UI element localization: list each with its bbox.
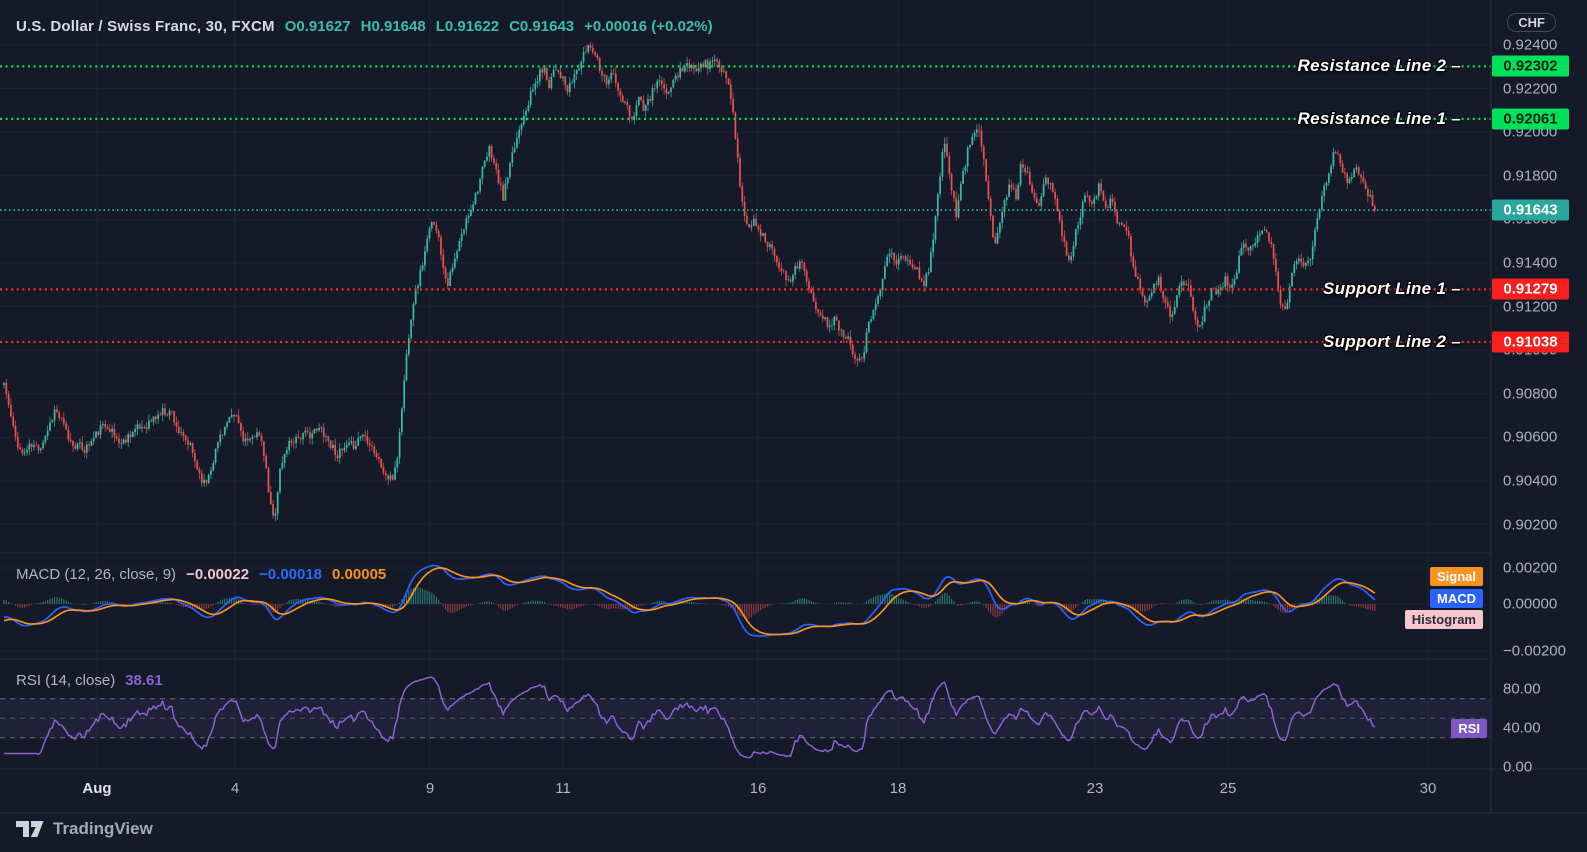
price-axis-label: 0.91800 [1503,167,1558,185]
rsi-value: 38.61 [125,672,163,689]
price-axis-label: 0.91400 [1503,254,1558,272]
macd-line [3,564,1376,637]
time-axis-label: 4 [230,780,240,797]
time-axis-label: 11 [555,780,571,797]
macd-line-value: −0.00018 [259,566,323,583]
time-axis-label: 30 [1419,780,1437,797]
macd-axis-label: 0.00000 [1503,595,1558,613]
rsi-axis-label: 80.00 [1503,680,1541,698]
macd-signal-line [3,567,1376,636]
price-axis-label: 0.90800 [1503,385,1558,403]
candles-down-bodies [5,45,1376,516]
candles-down-wicks [5,42,1376,519]
ohlc-open: O0.91627 [284,18,351,35]
candles-up-bodies [3,45,1372,516]
rsi-badge: RSI [1451,719,1487,738]
macd-legend-title[interactable]: MACD (12, 26, close, 9) [16,566,177,583]
level-badge-last-price: 0.91643 [1492,199,1569,221]
rsi-legend: RSI (14, close) 38.61 [16,672,163,689]
histogram-badge: Histogram [1404,610,1483,629]
time-axis-label: 18 [889,780,907,797]
rsi-line [4,676,1376,759]
ohlc-close: C0.91643 [509,18,575,35]
rsi-axis-label: 40.00 [1503,719,1541,737]
symbol-legend: U.S. Dollar / Swiss Franc, 30, FXCM O0.9… [16,18,713,35]
time-axis-label: Aug [82,780,112,797]
price-axis-label: 0.91200 [1503,298,1558,316]
level-label-resistance-2[interactable]: Resistance Line 2 – [1297,56,1461,76]
price-axis-label: 0.90200 [1503,516,1558,534]
level-badge-resistance-2: 0.92302 [1492,55,1569,77]
price-axis-label: 0.92400 [1503,36,1558,54]
macd-legend: MACD (12, 26, close, 9) −0.00022 −0.0001… [16,566,386,583]
rsi-axis-label: 0.00 [1503,758,1533,776]
currency-badge[interactable]: CHF [1507,13,1556,32]
symbol-title[interactable]: U.S. Dollar / Swiss Franc, 30, FXCM [16,18,275,35]
ohlc-high: H0.91648 [360,18,426,35]
time-axis-label: 23 [1086,780,1104,797]
time-axis-label: 9 [425,780,435,797]
level-badge-support-1: 0.91279 [1492,278,1569,300]
price-change: +0.00016 (+0.02%) [584,18,713,35]
macd-histogram-value: −0.00022 [186,566,250,583]
signal-badge: Signal [1429,567,1483,586]
macd-axis-label: −0.00200 [1503,642,1566,660]
level-label-support-2[interactable]: Support Line 2 – [1323,331,1461,351]
macd-signal-value: 0.00005 [332,566,387,583]
macd-badge: MACD [1430,589,1483,608]
tradingview-brand[interactable]: TradingView [53,819,153,838]
rsi-band [0,698,1491,738]
tradingview-logo-icon[interactable] [14,820,45,839]
price-axis-label: 0.92200 [1503,80,1558,98]
price-axis-label: 0.90400 [1503,472,1558,490]
time-axis-label: 25 [1219,780,1237,797]
candles-up-wicks [3,44,1371,522]
rsi-legend-title[interactable]: RSI (14, close) [16,672,116,689]
ohlc-low: L0.91622 [435,18,500,35]
level-label-support-1[interactable]: Support Line 1 – [1323,279,1461,299]
level-label-resistance-1[interactable]: Resistance Line 1 – [1297,108,1461,128]
level-badge-resistance-1: 0.92061 [1492,108,1569,130]
price-axis-label: 0.90600 [1503,428,1558,446]
time-axis-label: 16 [749,780,767,797]
level-badge-support-2: 0.91038 [1492,331,1569,353]
footer: TradingView [14,819,153,839]
macd-axis-label: 0.00200 [1503,559,1558,577]
